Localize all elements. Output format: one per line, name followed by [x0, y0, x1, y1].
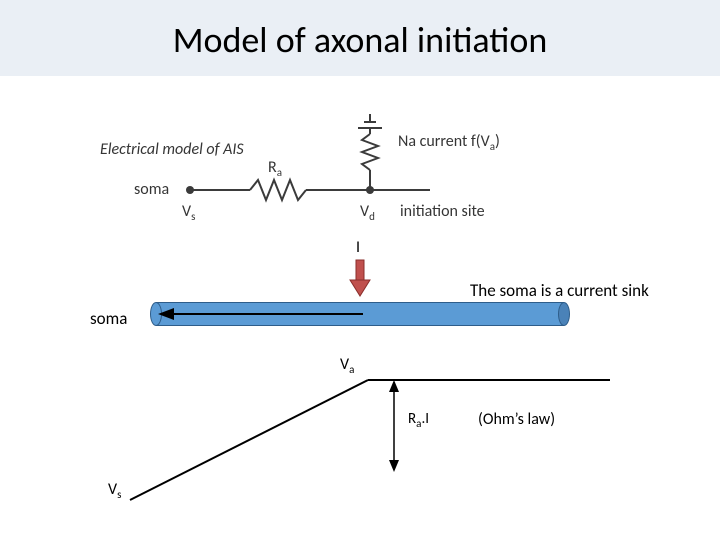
flow-arrow-icon [158, 307, 368, 321]
initiation-site-label: initiation site [400, 202, 485, 221]
na-current-label: Na current f(Va) [398, 132, 500, 153]
current-i-label: I [356, 238, 360, 257]
soma-node-label: soma [134, 180, 169, 199]
soma-cylinder-label: soma [90, 308, 127, 329]
cylinder-cap-right [558, 302, 570, 326]
current-sink-text: The soma is a current sink [470, 280, 649, 301]
vs-graph-label: Vs [108, 480, 121, 501]
vs-node-label: Vs [182, 202, 195, 223]
title-band: Model of axonal initiation [0, 0, 720, 76]
va-label: Va [340, 355, 354, 376]
voltage-profile-graph [100, 350, 620, 520]
circuit-diagram: Electrical model of AIS soma Vs Ra Vd in… [130, 110, 550, 230]
current-arrow-icon [346, 258, 374, 298]
page-title: Model of axonal initiation [0, 18, 720, 62]
ra-label: Ra [268, 158, 282, 179]
circuit-caption: Electrical model of AIS [100, 140, 244, 159]
vd-node-label: Vd [360, 202, 375, 223]
rai-label: Ra.I [408, 410, 429, 430]
ohms-law-label: (Ohm’s law) [478, 410, 555, 429]
